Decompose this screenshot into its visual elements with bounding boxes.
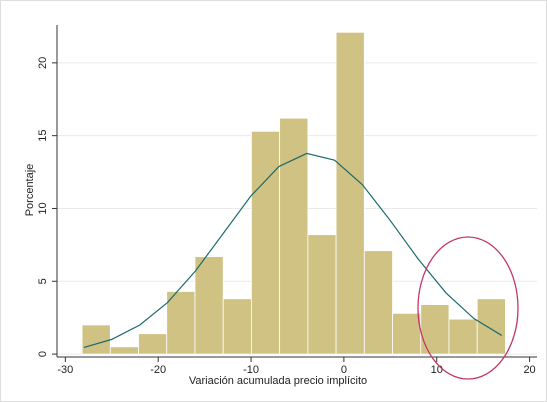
bar: [363, 250, 393, 355]
x-tick-label: -20: [150, 364, 166, 376]
x-tick-label: 0: [341, 364, 347, 376]
y-tick-label: 0: [37, 351, 49, 357]
bar: [307, 234, 337, 355]
bar: [109, 346, 139, 355]
y-tick-label: 15: [37, 130, 49, 142]
bar: [420, 304, 450, 355]
bar: [81, 324, 111, 355]
bar: [448, 318, 478, 355]
x-tick-label: -30: [57, 364, 73, 376]
y-tick-label: 20: [37, 57, 49, 69]
bar: [194, 256, 224, 355]
bar: [251, 130, 281, 355]
x-axis-label: Variación acumulada precio implícito: [189, 375, 367, 387]
highlight-ellipse: [417, 236, 519, 380]
y-axis-label: Porcentaje: [24, 164, 36, 217]
y-tick-label: 10: [37, 202, 49, 214]
bar: [335, 31, 365, 355]
normal-curve: [83, 152, 503, 348]
bar: [279, 117, 309, 355]
bar: [138, 333, 168, 355]
x-tick-label: 20: [523, 364, 535, 376]
bar: [476, 298, 506, 355]
y-tick-label: 5: [37, 278, 49, 284]
x-tick-label: -10: [243, 364, 259, 376]
x-tick-label: 10: [431, 364, 443, 376]
bar: [166, 291, 196, 355]
bar: [392, 312, 422, 355]
bar: [222, 298, 252, 355]
